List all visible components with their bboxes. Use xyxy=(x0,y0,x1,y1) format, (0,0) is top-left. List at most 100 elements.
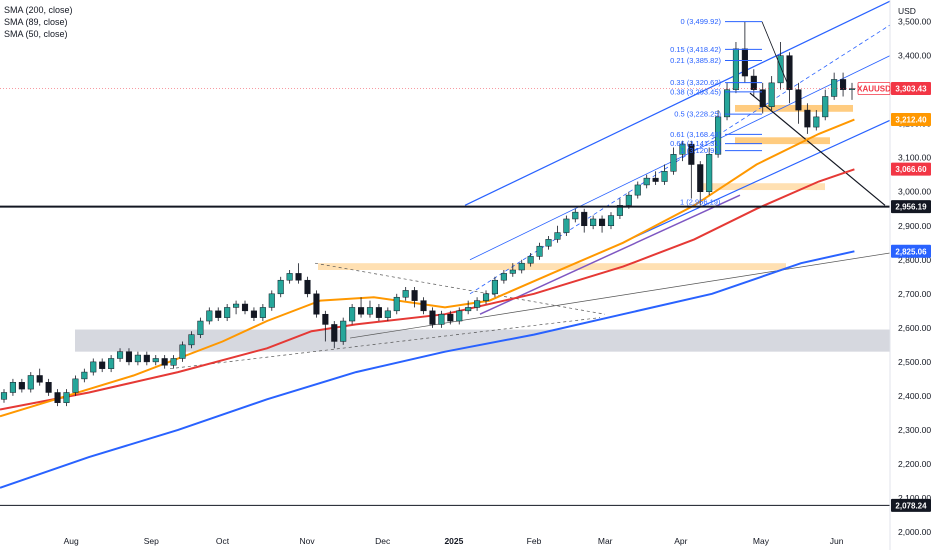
candle-body xyxy=(197,320,204,335)
candle-body xyxy=(63,392,70,403)
candle-body xyxy=(366,307,374,315)
candle-body xyxy=(813,116,820,128)
candle-body xyxy=(527,256,534,264)
candle-body xyxy=(723,89,731,118)
y-tick: 2,600.00 xyxy=(898,323,931,333)
candle-body xyxy=(456,310,463,322)
wedge-lower xyxy=(169,317,601,370)
candle-body xyxy=(72,378,79,393)
candle xyxy=(447,310,454,325)
y-tick: 2,000.00 xyxy=(898,527,931,537)
candle xyxy=(295,263,302,284)
candle xyxy=(18,378,25,393)
candle-body xyxy=(679,143,686,155)
y-tick: 2,400.00 xyxy=(898,391,931,401)
candle-body xyxy=(599,218,606,227)
candle-body xyxy=(652,177,659,182)
candle-body xyxy=(375,307,382,318)
candle xyxy=(125,348,133,366)
price-badge-4: 2,825.06 xyxy=(891,244,931,258)
badge-box xyxy=(891,244,931,258)
candle xyxy=(643,174,650,189)
candle xyxy=(27,372,34,393)
price-badge-0: XAUUSD 3,303.43 xyxy=(857,81,931,95)
candle-body xyxy=(304,279,311,295)
candle xyxy=(331,321,338,349)
candle xyxy=(224,304,231,322)
candle xyxy=(349,304,356,325)
x-tick: 2025 xyxy=(444,536,463,546)
candle xyxy=(804,103,811,134)
candle-body xyxy=(295,273,302,281)
legend-sma200[interactable]: SMA (200, close) xyxy=(4,5,73,15)
legend-sma89[interactable]: SMA (89, close) xyxy=(4,17,68,27)
candle xyxy=(215,307,222,322)
candle-body xyxy=(661,171,668,182)
zone-bands xyxy=(75,104,890,352)
fib-lower-label: 1 (2,956.19) xyxy=(680,198,721,207)
y-tick: 2,800.00 xyxy=(898,255,931,265)
fib-label-7: 0.66 (3,141.31) xyxy=(670,139,721,148)
candle xyxy=(706,147,713,196)
candle-body xyxy=(224,307,231,318)
candle-body xyxy=(411,290,418,301)
candle-body xyxy=(491,279,498,295)
candle-body xyxy=(518,262,525,271)
x-tick: Dec xyxy=(375,536,391,546)
fib-label-4: 0.38 (3,293.45) xyxy=(670,87,721,96)
candle xyxy=(366,300,374,318)
candle-body xyxy=(715,116,722,155)
wedge-upper xyxy=(314,262,606,315)
candle xyxy=(759,82,766,114)
candle xyxy=(590,215,597,230)
y-tick: 2,300.00 xyxy=(898,425,931,435)
candle xyxy=(831,72,838,100)
candle-body xyxy=(545,239,552,247)
fib-retracement: 0 (3,499.92) 0.15 (3,418.42) 0.21 (3,385.8… xyxy=(670,17,791,207)
candle-body xyxy=(116,351,124,359)
symbol-tag xyxy=(857,82,891,95)
y-tick: 3,400.00 xyxy=(898,51,931,61)
legend-sma50[interactable]: SMA (50, close) xyxy=(4,29,68,39)
badge-box xyxy=(891,498,931,512)
candle-body xyxy=(161,358,168,366)
candle xyxy=(72,375,79,396)
candle xyxy=(509,263,516,277)
candle xyxy=(197,317,204,339)
symbol-tag-text: XAUUSD xyxy=(857,84,891,93)
candle xyxy=(0,389,8,403)
candle-body xyxy=(822,96,829,118)
fib-label-2: 0.21 (3,385.82) xyxy=(670,56,721,65)
candle-body xyxy=(170,358,177,366)
candle xyxy=(277,276,284,298)
y-tick: 2,100.00 xyxy=(898,493,931,503)
x-tick: May xyxy=(753,536,770,546)
candle-body xyxy=(54,392,61,403)
candle xyxy=(259,304,266,322)
zone-mid xyxy=(735,137,830,145)
price-badge-2: 3,066.60 xyxy=(891,162,931,176)
candle-body xyxy=(795,89,802,111)
candle xyxy=(741,21,748,83)
badge-box xyxy=(891,200,931,214)
candle-body xyxy=(81,371,88,380)
candle-body xyxy=(786,55,793,90)
badge-text: 2,825.06 xyxy=(895,247,927,256)
y-tick: 2,500.00 xyxy=(898,357,931,367)
candle-body xyxy=(108,358,115,369)
x-tick: Oct xyxy=(216,536,230,546)
candle-body xyxy=(215,310,222,318)
candle xyxy=(599,215,606,233)
candle xyxy=(99,358,106,373)
time-axis: Aug Sep Oct Nov Dec 2025 Feb Mar Apr May Jun xyxy=(64,536,844,546)
candle xyxy=(36,368,43,386)
candle-body xyxy=(358,307,365,315)
badge-box xyxy=(891,81,931,95)
channel-upper xyxy=(464,0,891,206)
fib-label-8: 1 (3,120.91) xyxy=(681,146,722,155)
badge-text: 3,303.43 xyxy=(895,84,927,93)
y-tick: 2,200.00 xyxy=(898,459,931,469)
candle xyxy=(411,287,418,308)
candle-body xyxy=(250,310,257,318)
